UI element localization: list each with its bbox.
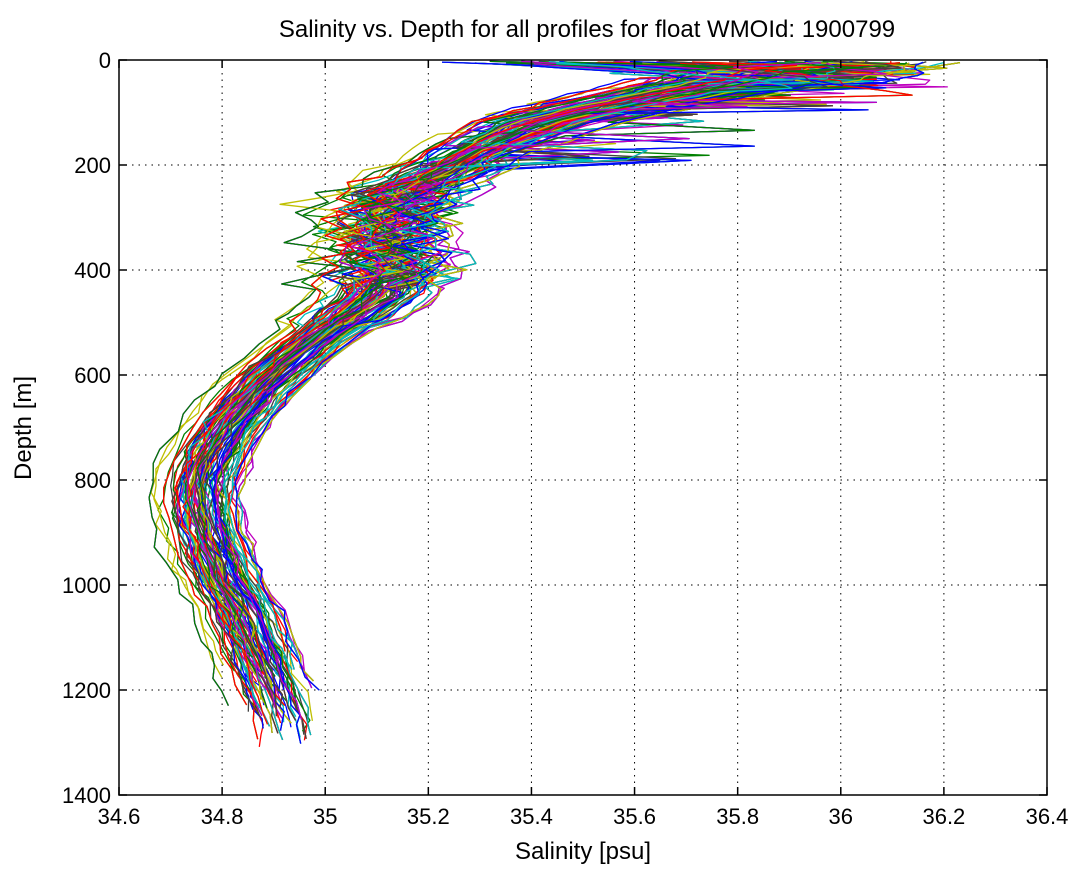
profiles-layer xyxy=(148,60,961,747)
x-tick-label: 35 xyxy=(313,804,337,829)
profile-line xyxy=(182,61,798,725)
plot-area-frame xyxy=(118,59,1048,796)
x-tick-label: 34.6 xyxy=(98,804,141,829)
profile-line xyxy=(204,62,855,721)
profile-line xyxy=(196,61,743,672)
profile-line xyxy=(234,61,925,691)
chart-title: Salinity vs. Depth for all profiles for … xyxy=(279,16,895,43)
x-tick-label: 34.8 xyxy=(201,804,244,829)
ticks-layer: 34.6 34.8 35 35.2 35.4 35.6 35.8 36 36.2 36.4 0 200… xyxy=(62,48,1068,829)
profile-line xyxy=(235,61,948,682)
y-tick-label: 400 xyxy=(74,258,111,283)
profile-line xyxy=(222,60,793,736)
y-tick-label: 600 xyxy=(74,363,111,388)
profile-line xyxy=(201,62,868,724)
profile-line xyxy=(222,60,793,736)
y-tick-label: 1200 xyxy=(62,678,111,703)
x-tick-label: 35.4 xyxy=(510,804,553,829)
y-tick-label: 800 xyxy=(74,468,111,493)
y-tick-label: 1000 xyxy=(62,573,111,598)
x-tick-label: 35.8 xyxy=(716,804,759,829)
profile-line xyxy=(162,62,849,706)
x-tick-label: 35.6 xyxy=(613,804,656,829)
grid-layer xyxy=(119,60,1047,795)
y-tick-label: 1400 xyxy=(62,783,111,808)
x-tick-label: 36 xyxy=(829,804,853,829)
axes-layer xyxy=(118,59,1048,796)
profile-line xyxy=(184,62,864,658)
x-tick-label: 36.4 xyxy=(1026,804,1069,829)
profile-line xyxy=(214,61,814,667)
y-axis-label: Depth [m] xyxy=(10,376,37,480)
profile-line xyxy=(201,62,868,724)
x-tick-label: 35.2 xyxy=(407,804,450,829)
profile-line xyxy=(235,61,948,682)
y-tick-label: 0 xyxy=(99,48,111,73)
y-tick-label: 200 xyxy=(74,153,111,178)
profile-line xyxy=(204,62,855,721)
profile-line xyxy=(201,62,868,724)
x-axis-label: Salinity [psu] xyxy=(515,838,651,865)
profile-line xyxy=(219,63,836,711)
profile-line xyxy=(204,62,855,721)
profile-line xyxy=(222,60,793,736)
x-tick-label: 36.2 xyxy=(922,804,965,829)
profile-line xyxy=(235,61,948,682)
profile-line xyxy=(215,63,879,741)
profile-line xyxy=(176,62,804,717)
profile-line xyxy=(186,62,822,691)
